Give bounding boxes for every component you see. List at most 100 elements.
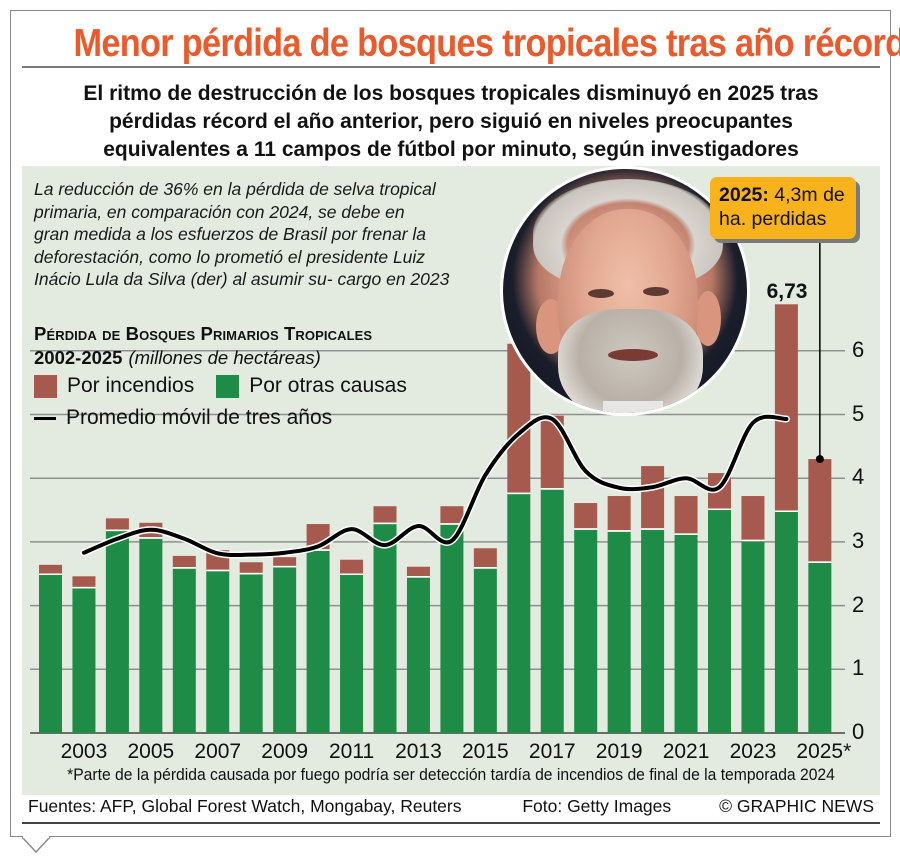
subtitle: El ritmo de destrucción de los bosques t… <box>22 80 880 164</box>
bar-fire-2002 <box>39 564 62 574</box>
x-tick-label: 2017 <box>528 740 576 763</box>
bar-other-2015 <box>473 568 497 733</box>
bar-other-2007 <box>206 571 230 733</box>
footnote: *Parte de la pérdida causada por fuego p… <box>67 766 835 784</box>
intro-line: primaria, en comparación con 2024, se de… <box>34 201 405 222</box>
x-tick-label: 2021 <box>662 740 710 763</box>
bar-fire-2008 <box>239 562 263 573</box>
bar-fire-2006 <box>172 555 196 568</box>
callout-year: 2025: <box>719 184 769 206</box>
line-swatch-icon <box>34 416 56 420</box>
photo-collar <box>603 401 663 413</box>
legend-row-bars: Por incendios Por otras causas <box>34 370 504 402</box>
bar-other-2011 <box>340 575 364 733</box>
photo-eye <box>588 289 614 298</box>
bar-other-2024 <box>774 511 798 733</box>
bar-fire-2016 <box>507 343 531 493</box>
portrait-photo-icon <box>500 166 750 416</box>
bar-fire-2025 <box>808 459 832 562</box>
bar-fire-2024 <box>774 304 798 511</box>
other-swatch-icon <box>216 374 240 398</box>
bar-fire-2014 <box>440 506 464 524</box>
y-tick-label: 0 <box>852 719 865 744</box>
bar-other-2020 <box>641 529 665 733</box>
intro-line: gran medida a los esfuerzos de Brasil po… <box>34 224 427 245</box>
sources-bar: Fuentes: AFP, Global Forest Watch, Monga… <box>28 796 874 817</box>
x-tick-label: 2013 <box>395 740 442 763</box>
bar-fire-2019 <box>607 496 631 531</box>
sources-text: Fuentes: AFP, Global Forest Watch, Monga… <box>28 796 462 816</box>
bar-other-2002 <box>39 575 62 733</box>
y-tick-label: 1 <box>852 655 865 681</box>
bar-other-2019 <box>607 531 631 733</box>
chart-title: Pérdida de Bosques Primarios Tropicales <box>34 323 373 344</box>
chart-subtitle: 2002-2025 (millones de hectáreas) <box>34 346 504 370</box>
title-divider <box>22 66 880 68</box>
bar-other-2006 <box>172 568 196 733</box>
chart-years: 2002-2025 <box>34 347 123 368</box>
bar-fire-2017 <box>540 415 564 489</box>
bar-other-2009 <box>273 567 297 733</box>
bar-fire-2003 <box>72 576 96 587</box>
bar-other-2014 <box>440 524 464 733</box>
legend-other-label: Por otras causas <box>249 374 407 397</box>
callout-text: 4,3m de <box>774 184 845 206</box>
bar-fire-2018 <box>574 503 598 529</box>
sources-divider <box>22 822 880 824</box>
x-tick-label: 2003 <box>60 740 108 763</box>
bar-other-2017 <box>540 489 564 733</box>
bar-other-2016 <box>507 494 531 733</box>
bar-fire-2020 <box>641 466 665 529</box>
bar-other-2023 <box>741 541 765 733</box>
x-tick-label: 2005 <box>127 740 175 763</box>
bar-other-2021 <box>674 534 698 733</box>
bar-fire-2015 <box>473 548 497 568</box>
legend-fire-label: Por incendios <box>67 374 195 397</box>
moving-average-line <box>81 414 789 558</box>
bar-fire-2009 <box>273 557 297 566</box>
bar-fire-2023 <box>741 496 765 540</box>
bar-fire-2004 <box>105 518 129 530</box>
subtitle-line: equivalentes a 11 campos de fútbol por m… <box>103 138 799 161</box>
bar-other-2013 <box>406 577 430 733</box>
bar-other-2008 <box>239 574 263 733</box>
callout-2025: 2025: 4,3m de ha. perdidas <box>710 177 856 239</box>
y-tick-label: 5 <box>852 400 865 426</box>
bar-fire-2013 <box>406 566 430 577</box>
bar-other-2005 <box>139 538 163 733</box>
legend-item-other: Por otras causas <box>216 374 407 398</box>
bar-other-2018 <box>574 529 598 733</box>
callout-text: ha. perdidas <box>719 208 827 230</box>
x-tick-label: 2015 <box>461 740 509 763</box>
bar-other-2012 <box>373 524 397 733</box>
x-tick-label: 2025* <box>796 740 852 763</box>
photo-ear <box>695 291 721 346</box>
y-tick-label: 6 <box>852 336 865 362</box>
bar-other-2010 <box>306 550 330 733</box>
fire-swatch-icon <box>34 374 57 398</box>
x-tick-label: 2019 <box>595 740 643 763</box>
subtitle-line: pérdidas récord el año anterior, pero si… <box>109 110 793 133</box>
bar-fire-2021 <box>674 496 698 534</box>
y-tick-label: 4 <box>852 464 865 490</box>
photo-eye <box>643 287 669 296</box>
chart-legend: Pérdida de Bosques Primarios Tropicales … <box>34 322 504 434</box>
x-tick-label: 2011 <box>328 740 375 763</box>
bar-other-2025 <box>808 562 832 733</box>
copyright: © GRAPHIC NEWS <box>719 796 874 816</box>
photo-mouth <box>608 349 658 361</box>
intro-line: La reducción de 36% en la pérdida de sel… <box>34 179 436 199</box>
callout-dot <box>815 455 824 464</box>
intro-line: Inácio Lula da Silva (der) al asumir su-… <box>34 269 450 290</box>
photo-beard <box>558 309 703 413</box>
x-tick-label: 2007 <box>194 740 242 763</box>
peak-value-label: 6,73 <box>766 280 808 303</box>
legend-avg-label: Promedio móvil de tres años <box>66 406 333 429</box>
legend-item-fire: Por incendios <box>34 374 194 398</box>
bar-other-2022 <box>708 510 731 733</box>
bar-other-2003 <box>72 588 96 733</box>
legend-row-line: Promedio móvil de tres años <box>34 402 504 434</box>
photo-credit: Foto: Getty Images <box>522 796 672 816</box>
bar-other-2004 <box>105 531 129 733</box>
